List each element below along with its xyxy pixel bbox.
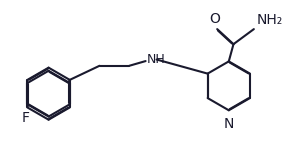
- Text: NH₂: NH₂: [256, 13, 283, 27]
- Text: O: O: [209, 12, 220, 26]
- Text: F: F: [22, 111, 30, 125]
- Text: N: N: [224, 117, 234, 131]
- Text: NH: NH: [147, 53, 166, 66]
